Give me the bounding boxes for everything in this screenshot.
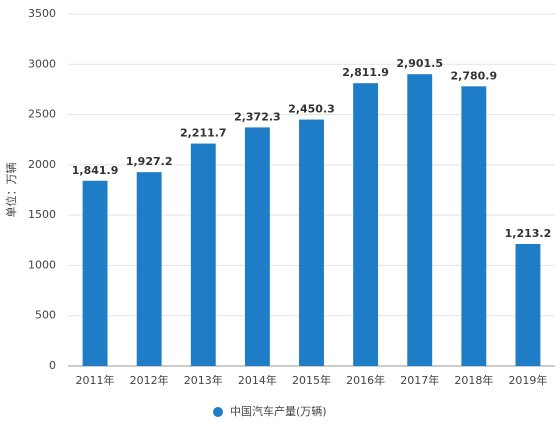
x-tick-label: 2017年: [400, 373, 439, 387]
bar: [353, 83, 379, 367]
y-tick-label: 3500: [28, 7, 56, 20]
value-label: 1,841.9: [72, 164, 119, 177]
x-tick-label: 2014年: [238, 373, 277, 387]
y-tick-label: 2500: [28, 108, 56, 121]
value-label: 2,211.7: [180, 127, 227, 140]
x-tick-label: 2013年: [184, 373, 223, 387]
x-tick-label: 2019年: [508, 373, 547, 387]
bar: [82, 180, 108, 366]
value-label: 1,927.2: [126, 155, 173, 168]
bar: [407, 74, 433, 366]
value-label: 2,780.9: [451, 69, 498, 82]
x-tick-label: 2018年: [454, 373, 493, 387]
value-label: 2,811.9: [342, 66, 389, 79]
legend-label: 中国汽车产量(万辆): [230, 404, 327, 418]
bar: [461, 86, 487, 366]
x-tick-label: 2015年: [292, 373, 331, 387]
bar: [515, 243, 541, 366]
bar: [136, 172, 162, 366]
x-tick-label: 2012年: [130, 373, 169, 387]
y-tick-label: 0: [49, 359, 56, 372]
y-tick-label: 2000: [28, 158, 56, 171]
x-tick-label: 2016年: [346, 373, 385, 387]
y-tick-label: 500: [35, 309, 56, 322]
value-label: 2,901.5: [396, 57, 443, 70]
bar: [299, 119, 324, 367]
value-label: 2,450.3: [288, 103, 335, 116]
bar: [190, 143, 216, 366]
y-tick-label: 1000: [28, 258, 56, 271]
legend-marker: [213, 407, 223, 417]
bar: [244, 127, 270, 366]
y-axis-label: 单位：万辆: [4, 163, 18, 218]
value-label: 1,213.2: [505, 227, 552, 240]
y-tick-label: 1500: [28, 208, 56, 221]
x-tick-label: 2011年: [76, 373, 115, 387]
y-tick-label: 3000: [28, 57, 56, 70]
value-label: 2,372.3: [234, 110, 281, 123]
